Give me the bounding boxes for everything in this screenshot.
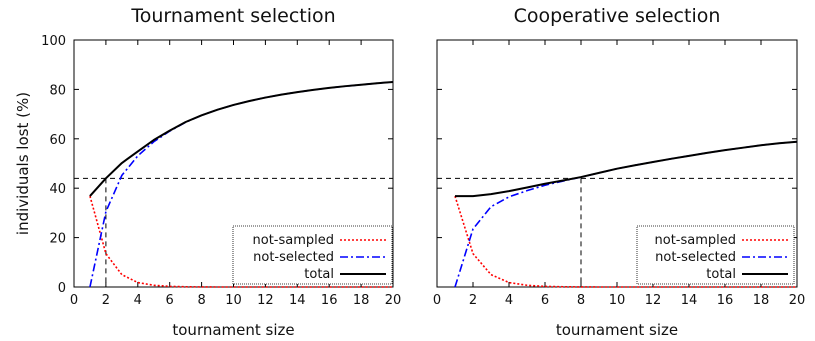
x-tick-label: 12 xyxy=(645,293,662,308)
x-tick-label: 16 xyxy=(321,293,338,308)
series-line-not-sampled xyxy=(89,195,393,288)
x-tick-label: 8 xyxy=(577,293,585,308)
x-tick-label: 0 xyxy=(433,293,441,308)
x-tick-label: 2 xyxy=(469,293,477,308)
legend: not-sampled not-selected total xyxy=(232,225,393,285)
legend: not-sampled not-selected total xyxy=(636,225,795,285)
x-tick-label: 14 xyxy=(289,293,306,308)
legend-label: total xyxy=(706,267,736,282)
legend-label: not-selected xyxy=(655,250,736,265)
x-tick-label: 6 xyxy=(166,293,174,308)
legend-label: not-sampled xyxy=(253,233,335,248)
legend-box xyxy=(232,225,393,285)
legend-label: not-sampled xyxy=(655,233,737,248)
x-tick-label: 4 xyxy=(505,293,513,308)
x-tick-label: 20 xyxy=(789,293,806,308)
series-line-not-sampled xyxy=(454,195,797,288)
x-tick-label: 18 xyxy=(353,293,370,308)
y-tick-label: 0 xyxy=(58,281,66,296)
y-tick-label: 100 xyxy=(41,34,66,49)
x-tick-label: 8 xyxy=(197,293,205,308)
x-tick-label: 12 xyxy=(257,293,274,308)
x-tick-label: 0 xyxy=(70,293,78,308)
x-axis-label: tournament size xyxy=(172,321,294,339)
series-line-total xyxy=(89,80,394,197)
y-tick-label: 40 xyxy=(49,182,66,197)
legend-label: total xyxy=(304,267,334,282)
x-tick-label: 16 xyxy=(717,293,734,308)
chart-title: Tournament selection xyxy=(130,5,335,27)
x-tick-label: 4 xyxy=(134,293,142,308)
y-tick-label: 80 xyxy=(49,83,66,98)
y-tick-label: 20 xyxy=(49,232,66,247)
x-tick-label: 20 xyxy=(385,293,402,308)
y-tick-label: 60 xyxy=(49,133,66,148)
chart-panel-2: Cooperative selection 0 2 4 6 8 10 12 14 16 18 20 to… xyxy=(433,5,805,339)
legend-label: not-selected xyxy=(253,250,334,265)
chart-panel-1: Tournament selection 0 2 4 6 8 10 12 14 16 18 20 0 20… xyxy=(14,5,401,339)
x-tick-label: 18 xyxy=(753,293,770,308)
x-tick-label: 10 xyxy=(225,293,242,308)
x-tick-label: 2 xyxy=(102,293,110,308)
chart-title: Cooperative selection xyxy=(514,5,721,27)
x-axis-label: tournament size xyxy=(556,321,678,339)
x-tick-label: 10 xyxy=(609,293,626,308)
x-tick-label: 6 xyxy=(541,293,549,308)
x-tick-label: 14 xyxy=(681,293,698,308)
series-line-total xyxy=(455,140,798,198)
y-axis-label: individuals lost (%) xyxy=(14,92,32,235)
